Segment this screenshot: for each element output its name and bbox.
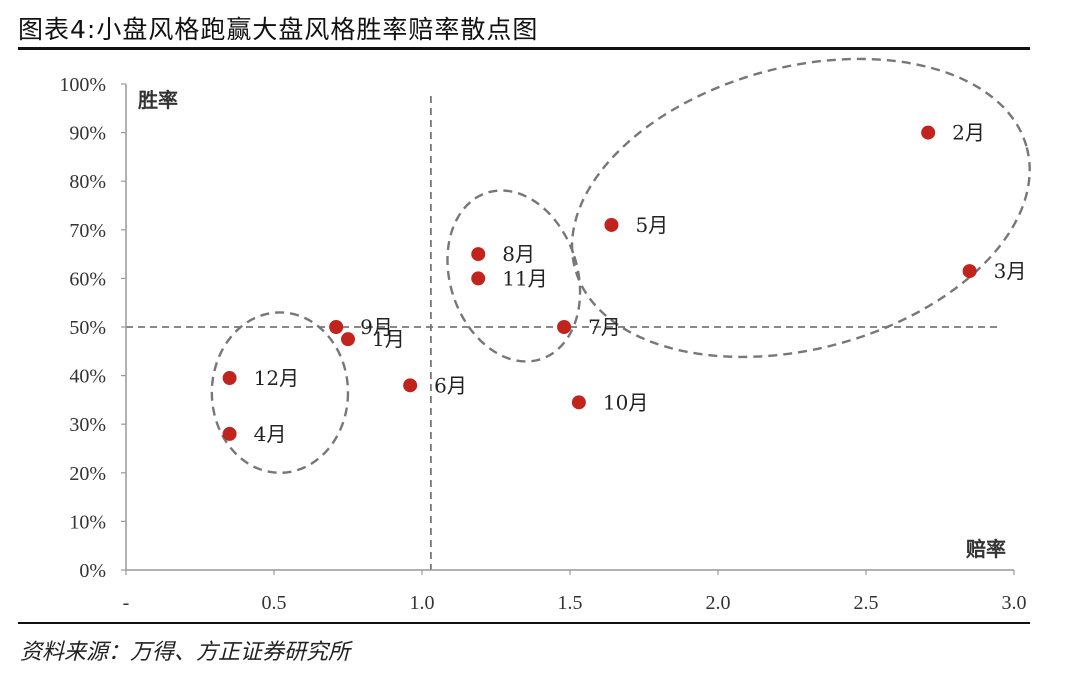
x-tick-label: 1.5 [558, 592, 583, 614]
x-tick-label: 0.5 [262, 592, 287, 614]
cluster-ellipse [210, 311, 350, 474]
y-axis-label: 胜率 [138, 88, 178, 112]
data-point [962, 264, 977, 279]
y-tick-label: 0% [79, 560, 106, 582]
y-tick-label: 50% [69, 317, 106, 339]
data-point [222, 371, 237, 386]
point-label: 10月 [603, 390, 648, 414]
data-point [403, 378, 418, 393]
point-label: 5月 [635, 213, 668, 237]
point-label: 11月 [502, 266, 547, 290]
data-point [471, 271, 486, 286]
y-tick-label: 40% [69, 366, 106, 388]
point-label: 6月 [434, 373, 467, 397]
point-label: 9月 [360, 315, 393, 339]
title-underline [18, 47, 1030, 50]
x-tick-label: 2.5 [854, 592, 879, 614]
point-label: 8月 [502, 242, 535, 266]
x-tick-label: 1.0 [410, 592, 435, 614]
y-tick-label: 70% [69, 220, 106, 242]
y-tick-label: 100% [59, 74, 106, 96]
x-axis-label: 赔率 [966, 537, 1006, 561]
data-point [557, 320, 572, 334]
point-label: 2月 [952, 121, 985, 145]
x-tick-label: 3.0 [1002, 592, 1027, 614]
point-label: 12月 [254, 366, 299, 390]
data-point [921, 125, 936, 140]
y-tick-label: 80% [69, 171, 106, 193]
y-tick-label: 30% [69, 414, 106, 436]
data-point [341, 332, 355, 347]
point-label: 4月 [254, 422, 287, 446]
cluster-ellipse [570, 57, 1031, 359]
point-label: 3月 [994, 259, 1027, 283]
data-point [571, 395, 586, 410]
chart-title: 图表4:小盘风格跑赢大盘风格胜率赔率散点图 [18, 15, 539, 44]
data-point [471, 247, 486, 262]
data-points: 1月 2月 3月 4月 5月 6月 7月 8月 9月 10月 11月 12月 [222, 121, 1027, 446]
x-tick-label: 2.0 [706, 592, 731, 614]
y-tick-label: 60% [69, 268, 106, 290]
data-point [329, 320, 344, 334]
point-label: 1月 [372, 327, 405, 351]
y-tick-label: 20% [69, 463, 106, 485]
data-point [222, 426, 237, 441]
source-rule [18, 622, 1030, 624]
cluster-ellipse [446, 189, 582, 363]
data-point [604, 217, 619, 232]
point-label: 7月 [588, 315, 621, 339]
y-tick-label: 90% [69, 123, 106, 145]
axes: 0% 10% 20% 30% 40% 50% 60% 70% 80% 90% 100% - 0.5 1.0… [59, 74, 1026, 614]
source-note: 资料来源：万得、方正证券研究所 [20, 640, 351, 665]
y-tick-label: 10% [69, 511, 106, 533]
x-tick-label: - [123, 592, 130, 614]
